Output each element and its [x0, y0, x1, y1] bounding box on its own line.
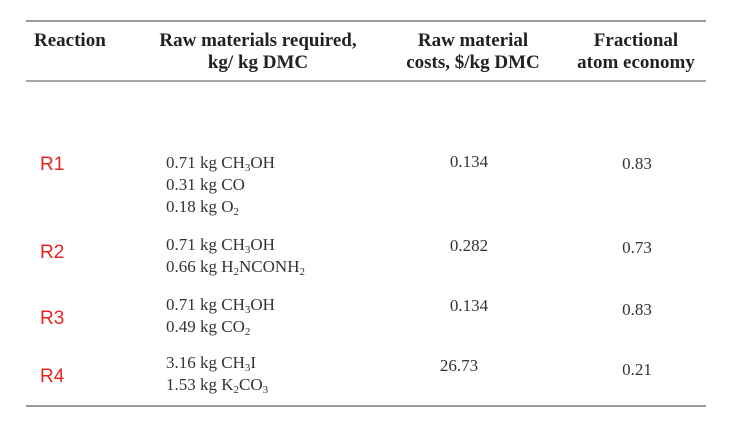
row-r4-atom-economy: 0.21 [622, 360, 652, 379]
header-raw-materials: Raw materials required, kg/ kg DMC [140, 30, 376, 74]
row-label-r3: R3 [40, 308, 65, 329]
row-label-r2: R2 [40, 242, 65, 263]
header-atom-line2: atom economy [577, 52, 695, 73]
material-line: 0.71 kg CH3OH [166, 295, 275, 316]
row-r3-materials: 0.71 kg CH3OH 0.49 kg CO2 [166, 294, 275, 338]
header-cost-line2: costs, $/kg DMC [406, 52, 540, 73]
row-r3-cost: 0.134 [449, 296, 489, 315]
header-atom-line1: Fractional [593, 30, 679, 51]
header-raw-line2: kg/ kg DMC [207, 52, 309, 73]
header-reaction-label: Reaction [34, 30, 106, 51]
header-bottom-rule [26, 80, 706, 82]
row-r1-cost: 0.134 [449, 152, 489, 171]
row-r2-materials: 0.71 kg CH3OH 0.66 kg H2NCONH2 [166, 234, 305, 278]
row-r3-atom-economy: 0.83 [622, 300, 652, 319]
material-line: 0.66 kg H2NCONH2 [166, 257, 305, 278]
header-raw-material-costs: Raw material costs, $/kg DMC [384, 30, 562, 74]
row-r2-cost: 0.282 [449, 236, 489, 255]
table-bottom-rule [26, 405, 706, 407]
material-line: 0.49 kg CO2 [166, 317, 251, 338]
material-line: 0.31 kg CO [166, 175, 245, 194]
material-line: 0.71 kg CH3OH [166, 235, 275, 256]
row-label-r4: R4 [40, 366, 65, 387]
row-r4-cost: 26.73 [439, 356, 479, 375]
material-line: 3.16 kg CH3I [166, 353, 257, 374]
material-line: 0.18 kg O2 [166, 197, 240, 218]
row-r1-atom-economy: 0.83 [622, 154, 652, 173]
header-raw-line1: Raw materials required, [159, 30, 357, 51]
header-cost-line1: Raw material [417, 30, 529, 51]
material-line: 1.53 kg K2CO3 [166, 375, 269, 396]
material-line: 0.71 kg CH3OH [166, 153, 275, 174]
header-atom-economy: Fractional atom economy [566, 30, 706, 74]
header-reaction: Reaction [34, 30, 106, 52]
row-r1-materials: 0.71 kg CH3OH 0.31 kg CO 0.18 kg O2 [166, 152, 275, 218]
table-top-rule [26, 20, 706, 22]
row-label-r1: R1 [40, 154, 65, 175]
row-r4-materials: 3.16 kg CH3I 1.53 kg K2CO3 [166, 352, 268, 396]
row-r2-atom-economy: 0.73 [622, 238, 652, 257]
